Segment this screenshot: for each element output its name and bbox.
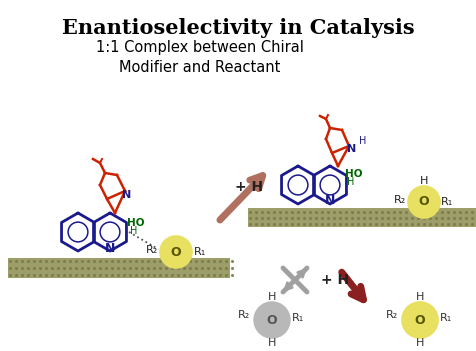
Text: O: O (414, 313, 425, 326)
Text: H: H (419, 176, 427, 186)
Polygon shape (313, 166, 346, 204)
Text: O: O (170, 245, 181, 258)
Text: N: N (347, 144, 356, 154)
Text: R₁: R₁ (193, 247, 206, 257)
Text: O: O (418, 196, 428, 208)
Text: Enantioselectivity in Catalysis: Enantioselectivity in Catalysis (61, 18, 414, 38)
Circle shape (407, 186, 439, 218)
Text: H: H (346, 177, 354, 187)
Bar (8, 258, 229, 278)
Text: H: H (267, 338, 276, 348)
Text: HO: HO (344, 169, 362, 179)
Text: N: N (324, 194, 335, 207)
Circle shape (159, 236, 192, 268)
Text: R₁: R₁ (440, 197, 452, 207)
Text: H: H (130, 226, 137, 236)
Text: N: N (105, 241, 115, 254)
Text: H: H (358, 136, 366, 146)
Text: R₂: R₂ (385, 310, 397, 320)
Text: R₂: R₂ (393, 195, 405, 205)
Text: O: O (266, 313, 277, 326)
Text: H: H (267, 292, 276, 302)
Circle shape (401, 302, 437, 338)
Polygon shape (281, 166, 314, 204)
Text: R₂: R₂ (146, 245, 158, 255)
Text: R₁: R₁ (439, 313, 451, 323)
Text: HO: HO (127, 218, 144, 228)
Bar (248, 208, 476, 227)
Text: + H: + H (320, 273, 348, 287)
Text: 1:1 Complex between Chiral
Modifier and Reactant: 1:1 Complex between Chiral Modifier and … (96, 40, 303, 75)
Polygon shape (61, 213, 94, 251)
Text: + H: + H (235, 180, 262, 194)
Text: N: N (122, 190, 131, 200)
Polygon shape (93, 213, 126, 251)
Text: R₁: R₁ (291, 313, 304, 323)
Text: R₂: R₂ (238, 310, 249, 320)
Text: H: H (415, 338, 423, 348)
Circle shape (253, 302, 289, 338)
Text: H: H (415, 292, 423, 302)
